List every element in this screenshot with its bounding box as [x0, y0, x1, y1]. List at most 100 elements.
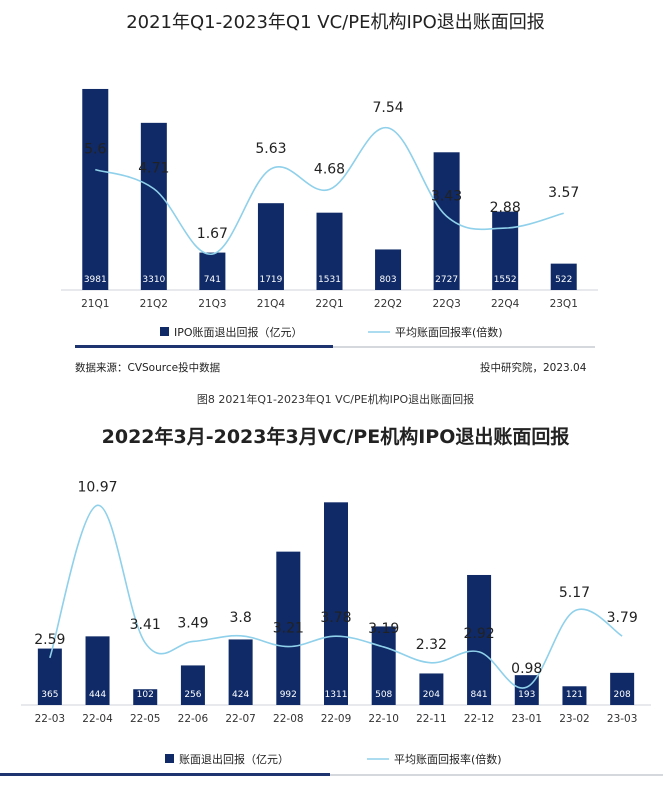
- bar-value-label: 803: [379, 275, 396, 285]
- line-value-label: 5.63: [255, 141, 286, 157]
- legend-label-line: 平均账面回报率(倍数): [394, 752, 502, 766]
- bar: [375, 249, 402, 290]
- x-tick-label: 21Q2: [140, 298, 168, 310]
- x-tick-label: 22-11: [416, 713, 447, 725]
- bar-value-label: 121: [566, 690, 583, 700]
- x-tick-label: 23Q1: [550, 298, 578, 310]
- bar-value-label: 3310: [142, 275, 165, 285]
- x-tick-label: 22Q1: [315, 298, 343, 310]
- x-tick-label: 23-02: [559, 713, 590, 725]
- bar-value-label: 1552: [494, 275, 517, 285]
- bar: [180, 665, 205, 705]
- bar-value-label: 508: [375, 690, 392, 700]
- x-tick-label: 21Q1: [81, 298, 109, 310]
- line-value-label: 3.43: [431, 188, 462, 204]
- bar: [85, 636, 110, 705]
- legend-swatch-bar: [160, 327, 169, 336]
- bar-value-label: 424: [232, 690, 249, 700]
- bar: [257, 203, 284, 290]
- line-value-label: 2.88: [490, 200, 521, 216]
- bar-value-label: 1719: [259, 275, 282, 285]
- line-value-label: 1.67: [197, 226, 228, 242]
- x-tick-label: 22-05: [130, 713, 161, 725]
- line-value-label: 3.21: [273, 621, 304, 637]
- bar: [140, 122, 167, 290]
- bar-value-label: 102: [137, 690, 154, 700]
- divider-dark: [75, 345, 333, 348]
- x-tick-label: 22Q4: [491, 298, 520, 310]
- bar-value-label: 1311: [325, 690, 348, 700]
- chart-svg: 3981 3310 741 1719 1531 803 2727 1552 522 21Q1 21Q…: [61, 88, 598, 348]
- bar: [37, 648, 62, 705]
- line-value-label: 5.6: [84, 142, 106, 158]
- bar-value-label: 193: [518, 690, 535, 700]
- line-value-label: 3.49: [177, 615, 208, 631]
- bar-value-label: 2727: [435, 275, 458, 285]
- x-tick-label: 22-03: [35, 713, 66, 725]
- figure-caption: 图8 2021年Q1-2023年Q1 VC/PE机构IPO退出账面回报: [196, 393, 475, 406]
- line-value-label: 2.92: [463, 626, 494, 642]
- line-value-label: 3.78: [320, 610, 351, 626]
- chart-svg: 365 444 102 256 424 992 1311 508 204 841 193 121 208…: [0, 479, 663, 776]
- line-value-label: 3.8: [229, 610, 251, 626]
- divider-dark: [0, 773, 330, 776]
- bar: [467, 574, 492, 705]
- line-value-label: 7.54: [372, 100, 403, 116]
- line-value-label: 3.57: [548, 185, 579, 201]
- bar: [433, 152, 460, 290]
- x-tick-label: 23-01: [512, 713, 543, 725]
- bar: [228, 639, 253, 705]
- x-tick-label: 22-09: [321, 713, 352, 725]
- bar-value-label: 208: [614, 690, 631, 700]
- line-series: [95, 127, 564, 255]
- chart-title: 2021年Q1-2023年Q1 VC/PE机构IPO退出账面回报: [126, 12, 545, 33]
- bar: [550, 263, 577, 290]
- legend-label-line: 平均账面回报率(倍数): [395, 325, 503, 339]
- x-tick-label: 22-08: [273, 713, 304, 725]
- chart-title: 2022年3月-2023年3月VC/PE机构IPO退出账面回报: [101, 426, 570, 448]
- legend-label-bar: IPO账面退出回报（亿元）: [174, 325, 303, 339]
- line-value-label: 2.59: [34, 632, 65, 648]
- x-tick-label: 21Q3: [198, 298, 226, 310]
- x-tick-label: 22-10: [368, 713, 399, 725]
- line-value-label: 2.32: [416, 637, 447, 653]
- x-tick-label: 21Q4: [257, 298, 286, 310]
- x-tick-label: 22Q2: [374, 298, 402, 310]
- bar-value-label: 522: [555, 275, 572, 285]
- bar: [276, 551, 301, 705]
- legend-swatch-bar: [165, 754, 174, 763]
- bar-value-label: 444: [89, 690, 106, 700]
- x-tick-label: 22Q3: [432, 298, 460, 310]
- line-value-label: 0.98: [511, 661, 542, 677]
- bar-value-label: 3981: [84, 275, 107, 285]
- x-tick-label: 22-06: [178, 713, 209, 725]
- bar: [199, 252, 226, 290]
- line-value-label: 5.17: [559, 585, 590, 601]
- bar: [419, 673, 444, 705]
- legend-label-bar: 账面退出回报（亿元）: [179, 752, 289, 766]
- publisher-note: 投中研究院，2023.04: [480, 362, 587, 374]
- line-value-label: 4.71: [138, 161, 169, 177]
- line-value-label: 3.19: [368, 621, 399, 637]
- bar: [316, 212, 343, 290]
- line-value-label: 10.97: [77, 479, 117, 495]
- bar: [562, 686, 587, 705]
- line-value-label: 4.68: [314, 161, 345, 177]
- x-tick-label: 22-12: [464, 713, 495, 725]
- chart-panel-monthly: 2022年3月-2023年3月VC/PE机构IPO退出账面回报 365 444 10…: [0, 412, 671, 785]
- x-tick-label: 22-07: [225, 713, 256, 725]
- bar-value-label: 741: [204, 275, 221, 285]
- x-tick-label: 23-03: [607, 713, 638, 725]
- bar: [324, 502, 348, 705]
- bar-value-label: 256: [184, 690, 201, 700]
- bar: [492, 211, 519, 290]
- bar: [371, 626, 396, 705]
- x-tick-label: 22-04: [82, 713, 113, 725]
- bar: [610, 672, 635, 705]
- bar: [82, 88, 109, 290]
- source-note: 数据来源：CVSource投中数据: [75, 362, 221, 374]
- bar-value-label: 992: [280, 690, 297, 700]
- divider-light: [333, 346, 595, 348]
- bar-value-label: 841: [470, 690, 487, 700]
- line-value-label: 3.41: [130, 617, 161, 633]
